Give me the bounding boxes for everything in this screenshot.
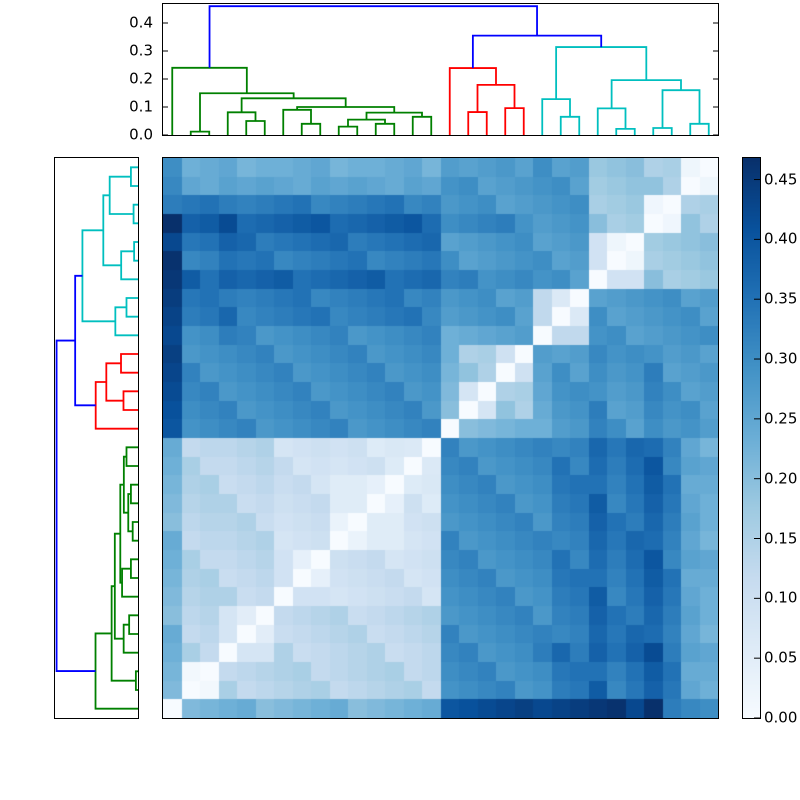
colorbar-tick-label: 0.05 bbox=[764, 648, 798, 667]
top-axis-ytick-label: 0.3 bbox=[129, 41, 153, 60]
colorbar-tick-label: 0.25 bbox=[764, 409, 798, 428]
colorbar-tick-label: 0.45 bbox=[764, 170, 798, 189]
top-axis-ytick-label: 0.1 bbox=[129, 97, 153, 116]
colorbar-tick-label: 0.30 bbox=[764, 349, 798, 368]
heatmap-axes bbox=[162, 157, 719, 719]
top-axis-ytick-label: 0.0 bbox=[129, 125, 153, 144]
colorbar-tick-label: 0.10 bbox=[764, 588, 798, 607]
top-dendrogram-axes bbox=[162, 3, 719, 136]
colorbar-tick-label: 0.20 bbox=[764, 469, 798, 488]
heatmap-matrix bbox=[163, 158, 718, 718]
colorbar-tick-label: 0.15 bbox=[764, 529, 798, 547]
row-dendrogram-axes bbox=[54, 157, 139, 719]
colorbar-tick-label: 0.40 bbox=[764, 229, 798, 248]
top-axis-ytick-label: 0.4 bbox=[129, 13, 153, 32]
colorbar-tick-label: 0.00 bbox=[764, 708, 798, 727]
top-axis-ytick-label: 0.2 bbox=[129, 69, 153, 88]
colorbar-tick-label: 0.35 bbox=[764, 289, 798, 308]
colorbar-axes bbox=[742, 157, 761, 719]
colorbar-gradient bbox=[743, 158, 760, 718]
